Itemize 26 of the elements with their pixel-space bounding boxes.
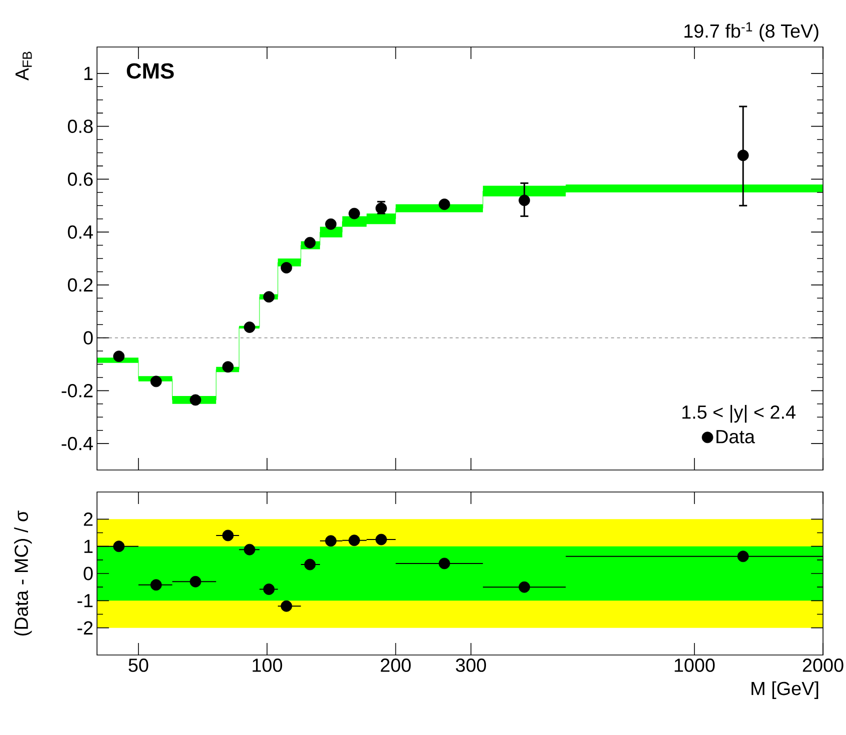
y-tick-label: -1 [78, 594, 93, 608]
x-tick-label: 2000 [802, 658, 844, 672]
legend-title: 1.5 < |y| < 2.4 [682, 404, 796, 423]
x-tick-label: 1000 [674, 658, 715, 672]
chart-title: 19.7 fb$^{-1}$ (8 TeV) [684, 22, 818, 42]
annotation: CMS [126, 63, 174, 79]
y-tick-label: 2 [84, 512, 93, 526]
x-tick-label: 300 [456, 658, 486, 672]
y-tick-label: 0.8 [68, 120, 93, 134]
y-tick-label: 1 [84, 66, 93, 80]
y-tick-label: -0.2 [62, 384, 93, 398]
y-tick-label: -2 [78, 621, 93, 634]
y-tick-label: 0 [84, 566, 93, 580]
legend-label: Data [716, 430, 755, 444]
x-tick-label: 200 [380, 658, 411, 672]
y-tick-label: -0.4 [62, 436, 93, 450]
y-axis-title: A$_{FB}$ [16, 52, 32, 81]
y-tick-label: 0.4 [68, 225, 93, 239]
y-axis-title: (Data - MC) / σ [14, 510, 32, 636]
x-tick-label: 100 [252, 658, 282, 672]
y-tick-label: 1 [84, 540, 93, 553]
y-tick-label: 0 [84, 331, 93, 345]
x-axis-title: M [GeV] [752, 681, 818, 699]
x-tick-label: 50 [128, 658, 148, 672]
y-tick-label: 0.2 [68, 278, 93, 292]
y-tick-label: 0.6 [68, 172, 93, 186]
